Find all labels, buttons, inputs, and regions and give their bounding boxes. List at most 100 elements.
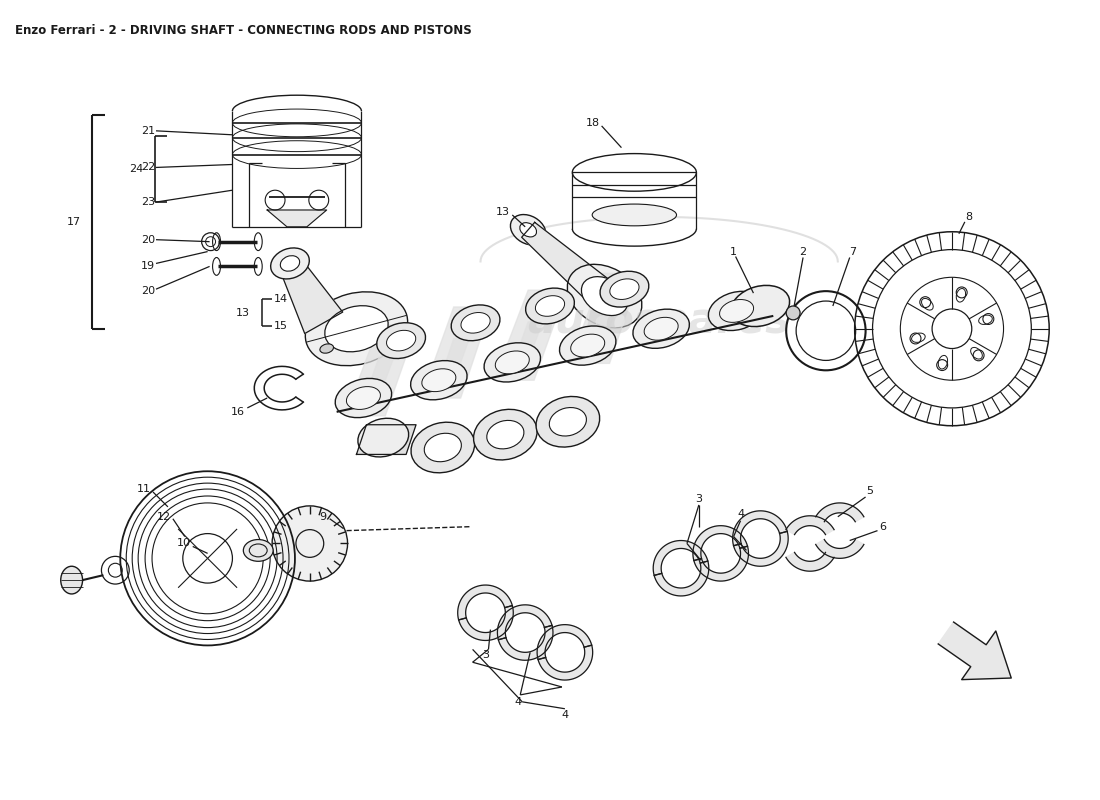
Ellipse shape <box>461 313 491 333</box>
Text: 16: 16 <box>230 407 244 417</box>
Ellipse shape <box>243 539 273 562</box>
Polygon shape <box>507 322 556 380</box>
Text: 8: 8 <box>965 212 972 222</box>
Text: aurospares: aurospares <box>528 300 791 342</box>
Ellipse shape <box>510 214 546 245</box>
Ellipse shape <box>411 422 474 473</box>
Text: 20: 20 <box>141 286 155 296</box>
Polygon shape <box>734 531 789 566</box>
Polygon shape <box>786 516 834 534</box>
Polygon shape <box>693 526 748 561</box>
Ellipse shape <box>320 344 333 354</box>
Polygon shape <box>497 605 552 640</box>
Polygon shape <box>938 622 1011 680</box>
Ellipse shape <box>346 386 381 410</box>
Ellipse shape <box>484 342 540 382</box>
Ellipse shape <box>632 309 690 348</box>
Ellipse shape <box>536 397 600 447</box>
Polygon shape <box>733 511 788 546</box>
Text: Enzo Ferrari - 2 - DRIVING SHAFT - CONNECTING RODS AND PISTONS: Enzo Ferrari - 2 - DRIVING SHAFT - CONNE… <box>15 24 472 37</box>
Circle shape <box>786 306 800 320</box>
Text: 2: 2 <box>800 246 806 257</box>
Polygon shape <box>521 222 615 308</box>
Text: 17: 17 <box>67 217 80 227</box>
Text: 6: 6 <box>879 522 886 532</box>
Polygon shape <box>356 425 416 454</box>
Ellipse shape <box>520 222 537 237</box>
Ellipse shape <box>536 296 564 316</box>
Ellipse shape <box>306 292 408 366</box>
Ellipse shape <box>592 204 676 226</box>
Polygon shape <box>359 357 406 416</box>
Ellipse shape <box>732 286 790 326</box>
Ellipse shape <box>336 378 392 418</box>
Text: 12: 12 <box>157 512 170 522</box>
Ellipse shape <box>526 288 574 324</box>
Ellipse shape <box>719 299 754 322</box>
Text: 20: 20 <box>141 234 155 245</box>
Polygon shape <box>816 503 864 522</box>
Polygon shape <box>654 561 708 596</box>
Ellipse shape <box>377 322 426 358</box>
Text: 22: 22 <box>141 162 155 173</box>
Text: 24: 24 <box>129 165 143 174</box>
Ellipse shape <box>487 420 524 449</box>
Polygon shape <box>653 541 707 575</box>
Circle shape <box>272 506 348 581</box>
Ellipse shape <box>421 369 455 392</box>
Ellipse shape <box>571 334 605 357</box>
Ellipse shape <box>280 256 299 271</box>
Polygon shape <box>433 307 481 362</box>
Polygon shape <box>694 546 748 581</box>
Polygon shape <box>279 258 343 334</box>
Text: 3: 3 <box>482 650 490 660</box>
Ellipse shape <box>582 277 628 315</box>
Text: 4: 4 <box>515 697 521 707</box>
Polygon shape <box>583 274 629 328</box>
Text: 3: 3 <box>695 494 703 504</box>
Text: 23: 23 <box>141 197 155 207</box>
Polygon shape <box>459 606 514 641</box>
Text: 5: 5 <box>866 486 873 496</box>
Text: 9: 9 <box>320 512 327 522</box>
Ellipse shape <box>708 291 764 330</box>
Text: 11: 11 <box>138 484 151 494</box>
Ellipse shape <box>645 318 679 340</box>
Polygon shape <box>816 539 864 558</box>
Ellipse shape <box>271 248 309 279</box>
Ellipse shape <box>600 271 649 307</box>
Polygon shape <box>538 645 593 680</box>
Ellipse shape <box>549 407 586 436</box>
Text: 4: 4 <box>561 710 569 720</box>
Text: 15: 15 <box>274 321 288 330</box>
Ellipse shape <box>568 264 642 328</box>
Text: 14: 14 <box>274 294 288 304</box>
Polygon shape <box>498 626 553 660</box>
Ellipse shape <box>473 410 537 460</box>
Ellipse shape <box>609 279 639 299</box>
Polygon shape <box>507 290 556 345</box>
Ellipse shape <box>386 330 416 351</box>
Ellipse shape <box>451 305 501 341</box>
Text: 10: 10 <box>177 538 190 549</box>
Ellipse shape <box>495 351 529 374</box>
Ellipse shape <box>425 434 461 462</box>
Ellipse shape <box>358 418 409 457</box>
Polygon shape <box>267 210 327 227</box>
Text: 13: 13 <box>236 308 251 318</box>
Polygon shape <box>537 625 592 659</box>
Text: 7: 7 <box>849 246 856 257</box>
Text: 21: 21 <box>141 126 155 136</box>
Text: 1: 1 <box>730 246 737 257</box>
Text: 18: 18 <box>585 118 600 128</box>
Ellipse shape <box>410 361 468 400</box>
Polygon shape <box>786 552 834 571</box>
Polygon shape <box>458 585 513 620</box>
Ellipse shape <box>60 566 82 594</box>
Ellipse shape <box>324 306 388 352</box>
Polygon shape <box>433 338 481 398</box>
Polygon shape <box>583 305 629 363</box>
Text: 4: 4 <box>737 509 744 519</box>
Ellipse shape <box>560 326 616 365</box>
Text: 19: 19 <box>141 262 155 271</box>
